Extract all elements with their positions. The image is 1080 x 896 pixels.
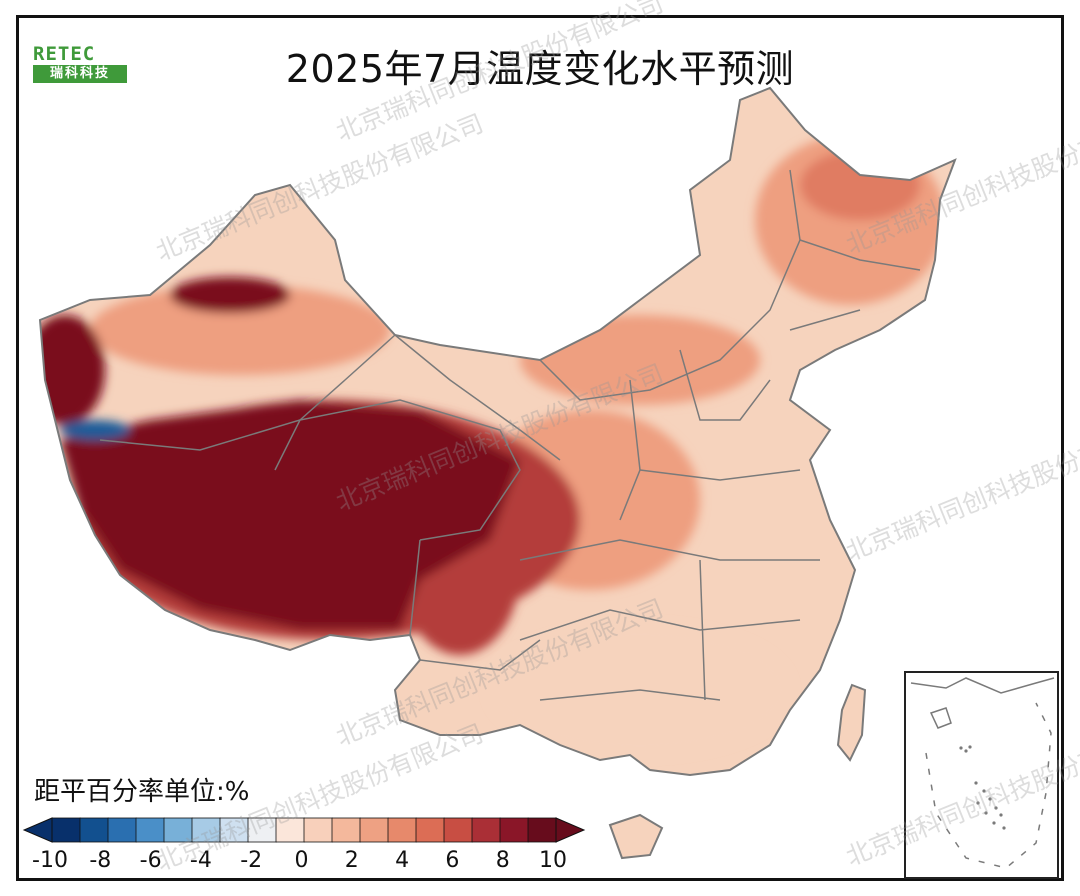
colorbar-tick-label: -6 — [139, 848, 162, 873]
colorbar-segment — [331, 817, 361, 843]
colorbar-tick-label: 4 — [395, 848, 410, 873]
colorbar-segment — [303, 817, 333, 843]
colorbar-segment — [471, 817, 501, 843]
inset-nine-dash-line — [925, 702, 1052, 869]
colorbar-segment — [415, 817, 445, 843]
colorbar-segment — [107, 817, 137, 843]
colorbar-tick-label: 8 — [495, 848, 510, 873]
guangxi-guangdong-boundary — [539, 689, 721, 701]
colorbar-tick-label: -10 — [32, 848, 68, 873]
colorbar-tick-label: 0 — [294, 848, 309, 873]
colorbar-segment — [499, 817, 529, 843]
colorbar-segment — [79, 817, 109, 843]
colorbar-segment — [247, 817, 277, 843]
colorbar-segment — [163, 817, 193, 843]
jilin-liaoning-boundary — [789, 309, 861, 331]
colorbar-tick-label: 10 — [539, 848, 567, 873]
tianshan-extreme-band — [170, 277, 290, 313]
yunnan-boundary — [419, 639, 541, 671]
province-boundaries — [99, 169, 921, 701]
logo-subtitle: 瑞科科技 — [33, 65, 127, 83]
colorbar-segment — [191, 817, 221, 843]
legend-title: 距平百分率单位:% — [34, 777, 250, 807]
taiwan-island — [836, 683, 867, 762]
colorbar-segment — [527, 817, 557, 843]
inset-hainan — [929, 707, 952, 729]
inset-islands — [959, 745, 1006, 830]
colorbar-segment — [135, 817, 165, 843]
anomaly-fill-layers — [40, 88, 955, 775]
colorbar-max-arrow — [555, 817, 586, 843]
colorbar-segment — [51, 817, 81, 843]
colorbar-tick-label: -8 — [89, 848, 112, 873]
colorbar-segment — [359, 817, 389, 843]
hainan-island — [608, 813, 664, 860]
colorbar-segment — [443, 817, 473, 843]
karakoram-cool-patch — [60, 420, 130, 440]
south-boundary — [519, 609, 801, 641]
colorbar-segment — [219, 817, 249, 843]
northeast-boundary — [799, 239, 921, 271]
tibet-extreme-region — [60, 400, 520, 630]
colorbar-tick-label: -4 — [189, 848, 212, 873]
hunan-jiangxi-boundary — [699, 559, 706, 701]
map-title: 2025年7月温度变化水平预测 — [285, 47, 795, 91]
gansu-boundary — [394, 334, 561, 461]
south-china-sea-inset — [904, 671, 1059, 879]
yangtze-boundary — [519, 539, 820, 561]
xinjiang-north-band — [90, 285, 390, 375]
logo-wordmark: RETEC — [33, 43, 96, 65]
colorbar-tick-label: 2 — [344, 848, 359, 873]
tibet-qinghai-boundary — [274, 399, 521, 541]
colorbar-tick-label: -2 — [240, 848, 263, 873]
central-east-boundary — [639, 469, 801, 481]
inset-coastline — [910, 677, 1055, 694]
colorbar-tick-label: 6 — [445, 848, 460, 873]
hebei-boundary — [679, 349, 771, 421]
retec-logo: RETEC 瑞科科技 — [33, 43, 127, 83]
tibet-sichuan-boundary — [409, 539, 421, 636]
colorbar-min-arrow — [22, 817, 53, 843]
colorbar-segment — [387, 817, 417, 843]
inset-map — [910, 677, 1055, 869]
